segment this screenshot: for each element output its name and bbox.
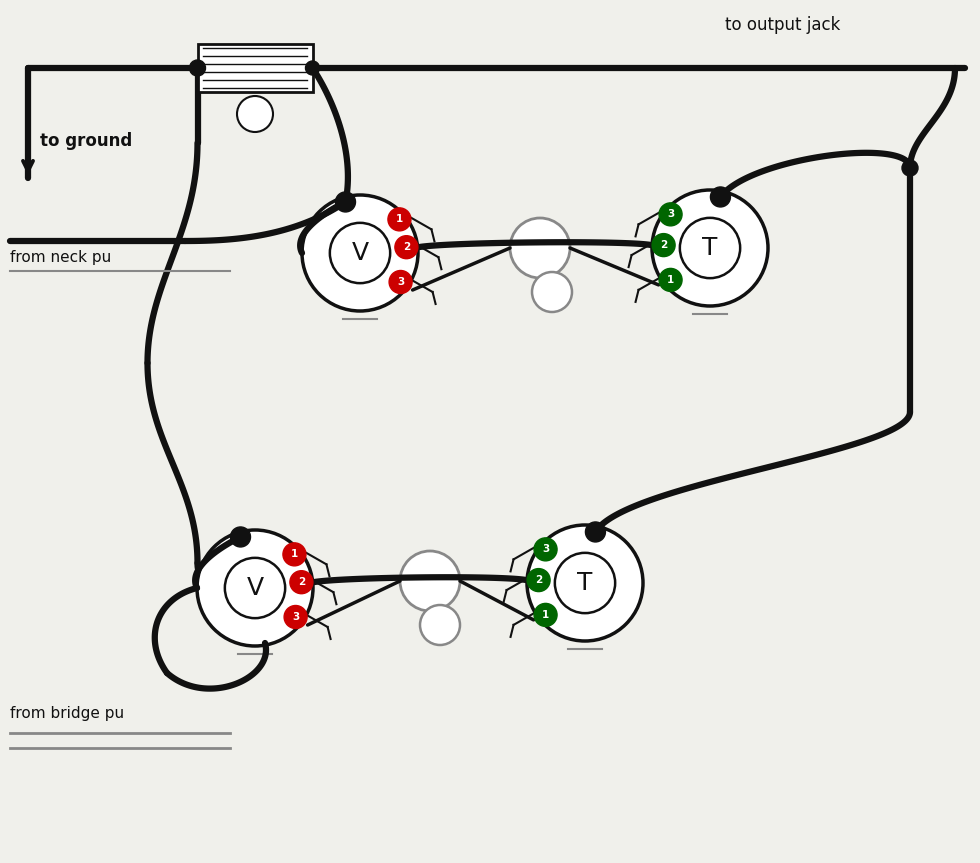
Text: 1: 1 (291, 550, 298, 559)
Text: 2: 2 (660, 240, 667, 250)
Circle shape (389, 270, 413, 293)
Circle shape (237, 96, 273, 132)
Circle shape (420, 605, 460, 645)
Text: 3: 3 (542, 545, 549, 554)
Text: 2: 2 (298, 577, 305, 587)
Circle shape (230, 527, 251, 547)
Text: from bridge pu: from bridge pu (10, 705, 124, 721)
Text: 2: 2 (403, 243, 410, 252)
Circle shape (306, 61, 319, 75)
Text: from neck pu: from neck pu (10, 249, 112, 264)
Text: 1: 1 (667, 275, 674, 285)
Circle shape (224, 557, 285, 618)
Text: 3: 3 (397, 277, 404, 287)
Text: to ground: to ground (40, 132, 132, 150)
Circle shape (388, 208, 411, 231)
Circle shape (290, 570, 313, 594)
Circle shape (197, 530, 313, 646)
Text: V: V (246, 576, 264, 600)
Circle shape (189, 60, 206, 76)
Text: to output jack: to output jack (725, 16, 841, 34)
Circle shape (527, 569, 550, 592)
Circle shape (660, 268, 682, 292)
Text: 3: 3 (292, 612, 299, 622)
Circle shape (335, 192, 356, 212)
Circle shape (330, 223, 390, 283)
Circle shape (534, 603, 557, 627)
Text: 1: 1 (396, 214, 403, 224)
Circle shape (555, 553, 615, 613)
Circle shape (680, 217, 740, 278)
Circle shape (532, 272, 572, 312)
FancyBboxPatch shape (198, 44, 313, 92)
Circle shape (284, 606, 307, 628)
Circle shape (283, 543, 306, 566)
Circle shape (302, 195, 418, 311)
Circle shape (585, 522, 606, 542)
Circle shape (395, 236, 417, 259)
Circle shape (527, 525, 643, 641)
Circle shape (902, 160, 918, 176)
Text: V: V (352, 241, 368, 265)
Circle shape (534, 538, 557, 561)
Text: 1: 1 (542, 610, 549, 620)
Circle shape (660, 203, 682, 226)
Circle shape (400, 551, 460, 611)
Circle shape (652, 190, 768, 306)
Text: 3: 3 (667, 210, 674, 219)
Circle shape (510, 218, 570, 278)
Circle shape (710, 187, 730, 207)
Circle shape (652, 234, 675, 256)
Text: 2: 2 (535, 575, 542, 585)
Text: T: T (577, 571, 593, 595)
Text: T: T (703, 236, 717, 260)
